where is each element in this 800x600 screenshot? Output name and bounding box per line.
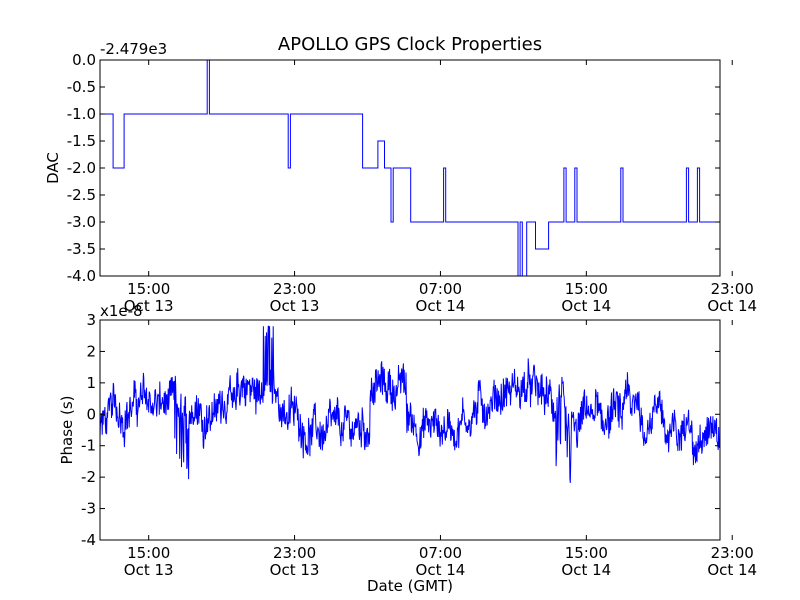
phase-ytick-label: -4 bbox=[81, 531, 96, 549]
phase-series bbox=[99, 325, 721, 483]
dac-yticks: 0.0 -0.5 -1.0 -1.5 -2.0 -2.5 -3.0 -3.5 -4.0 bbox=[67, 51, 720, 285]
phase-ytick-label: -3 bbox=[81, 500, 96, 518]
phase-xtick-date: Oct 14 bbox=[561, 561, 611, 579]
phase-ytick-label: -1 bbox=[81, 437, 96, 455]
phase-series-line bbox=[99, 325, 721, 483]
dac-ylabel: DAC bbox=[44, 152, 62, 184]
phase-xtick-time: 23:00 bbox=[273, 544, 316, 562]
phase-ytick-label: 1 bbox=[86, 374, 96, 392]
dac-xtick-date: Oct 13 bbox=[124, 297, 174, 315]
dac-ytick-label: 0.0 bbox=[72, 51, 96, 69]
dac-series-line bbox=[100, 59, 720, 277]
dac-xtick-time: 07:00 bbox=[419, 280, 462, 298]
phase-ylabel: Phase (s) bbox=[58, 395, 76, 464]
phase-yticks: 3 2 1 0 -1 -2 -3 -4 bbox=[81, 311, 720, 549]
phase-xtick-time: 15:00 bbox=[565, 544, 608, 562]
phase-xtick-time: 23:00 bbox=[711, 544, 754, 562]
dac-xtick-time: 23:00 bbox=[273, 280, 316, 298]
dac-xtick-date: Oct 14 bbox=[416, 297, 466, 315]
dac-ytick-label: -0.5 bbox=[67, 78, 96, 96]
chart-title: APOLLO GPS Clock Properties bbox=[278, 34, 542, 55]
phase-offset-label: x1e-8 bbox=[100, 302, 143, 320]
dac-ytick-label: -2.5 bbox=[67, 186, 96, 204]
dac-ytick-label: -3.0 bbox=[67, 213, 96, 231]
phase-xlabel: Date (GMT) bbox=[367, 577, 453, 595]
dac-xtick-date: Oct 14 bbox=[561, 297, 611, 315]
phase-ytick-label: 2 bbox=[86, 342, 96, 360]
phase-xtick-date: Oct 13 bbox=[270, 561, 320, 579]
phase-xtick-date: Oct 14 bbox=[707, 561, 757, 579]
dac-xtick-date: Oct 13 bbox=[270, 297, 320, 315]
dac-ytick-label: -1.0 bbox=[67, 105, 96, 123]
dac-ytick-label: -4.0 bbox=[67, 267, 96, 285]
dac-xtick-time: 15:00 bbox=[127, 280, 170, 298]
phase-ytick-label: 0 bbox=[86, 405, 96, 423]
dac-xtick-time: 23:00 bbox=[711, 280, 754, 298]
phase-ytick-label: 3 bbox=[86, 311, 96, 329]
dac-xtick-date: Oct 14 bbox=[707, 297, 757, 315]
phase-xtick-date: Oct 13 bbox=[124, 561, 174, 579]
dac-ytick-label: -2.0 bbox=[67, 159, 96, 177]
phase-axes-frame bbox=[99, 319, 721, 541]
phase-ytick-label: -2 bbox=[81, 468, 96, 486]
phase-xtick-date: Oct 14 bbox=[416, 561, 466, 579]
dac-ytick-label: -3.5 bbox=[67, 240, 96, 258]
phase-xtick-time: 15:00 bbox=[127, 544, 170, 562]
dac-series bbox=[100, 59, 720, 277]
dac-ytick-label: -1.5 bbox=[67, 132, 96, 150]
dac-xtick-time: 15:00 bbox=[565, 280, 608, 298]
dac-chart: APOLLO GPS Clock Properties -2.479e3 DAC… bbox=[44, 34, 757, 315]
dac-offset-label: -2.479e3 bbox=[100, 40, 167, 58]
phase-xtick-time: 07:00 bbox=[419, 544, 462, 562]
